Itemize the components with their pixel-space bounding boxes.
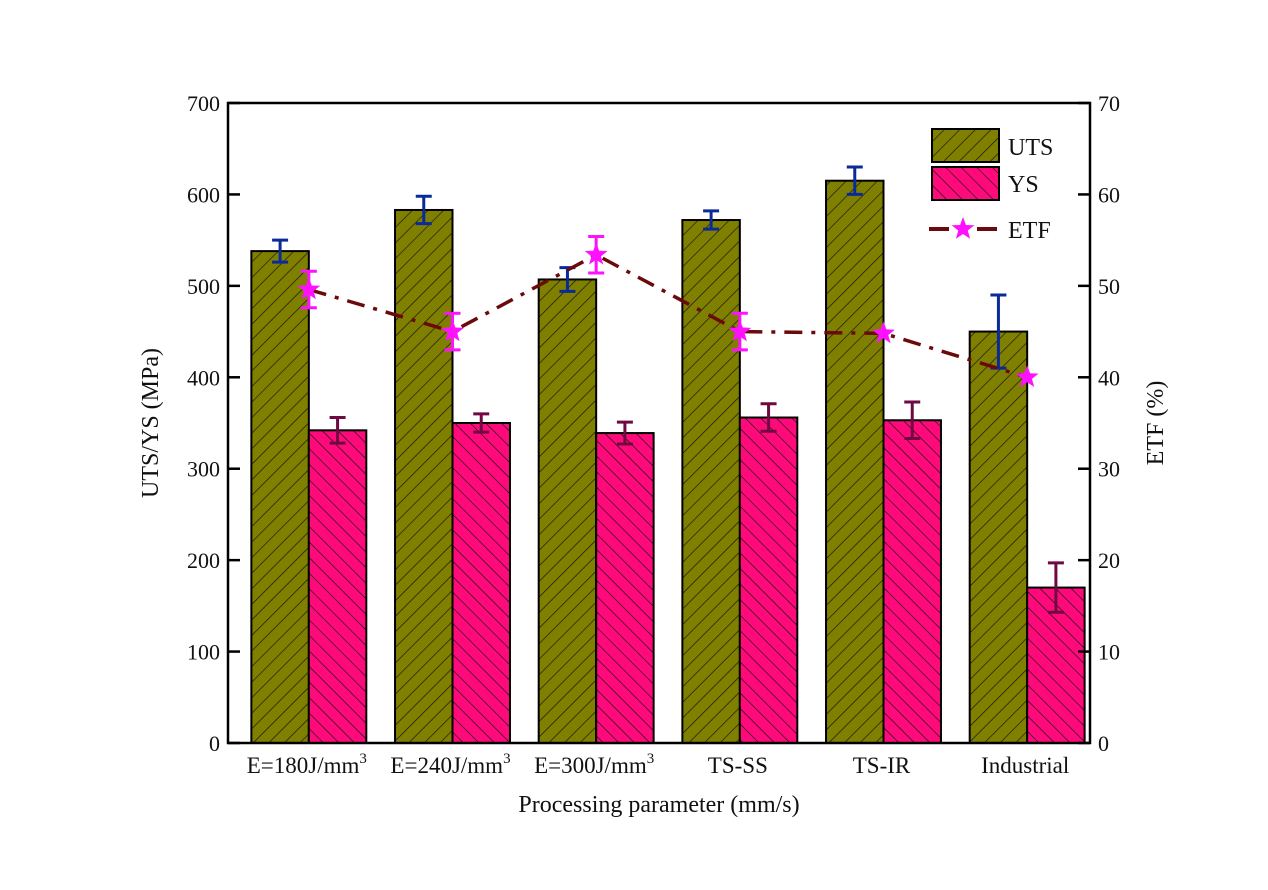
bar-ys-1: [451, 422, 511, 744]
etf-point-3: [728, 319, 752, 342]
bar-uts-0: [250, 250, 310, 744]
error-bar-uts-4: [846, 165, 863, 196]
legend-label-etf: ETF: [1008, 218, 1051, 244]
x-tick-label: E=240J/mm3: [390, 751, 510, 778]
right-tick-label: 10: [1098, 640, 1120, 665]
etf-point-2: [584, 242, 608, 265]
left-tick-label: 100: [187, 640, 220, 665]
right-axis: 0 10 20 30 40 50 60 70: [1078, 91, 1120, 756]
error-bar-ys-5: [1047, 561, 1064, 614]
y-axis-title: UTS/YS (MPa): [138, 348, 164, 498]
error-bar-ys-1: [473, 412, 490, 434]
x-tick-label: Industrial: [981, 753, 1069, 778]
plot-frame: [226, 101, 1092, 745]
error-bar-uts-0: [272, 238, 289, 264]
error-bar-ys-4: [904, 400, 921, 441]
left-tick-label: 0: [209, 731, 220, 756]
bar-ys-4: [882, 419, 942, 744]
error-bars-layer: [272, 165, 1064, 614]
etf-point-0: [297, 277, 321, 300]
legend-swatch-ys: [931, 166, 1000, 201]
right-tick-label: 40: [1098, 365, 1120, 390]
bar-uts-4: [825, 179, 885, 744]
bar-uts-2: [537, 278, 598, 744]
x-tick-label: TS-IR: [853, 753, 911, 778]
legend-swatch-uts: [931, 128, 1000, 163]
x-axis-title: Processing parameter (mm/s): [518, 792, 799, 818]
bar-uts-3: [681, 219, 741, 744]
x-axis-category-labels: E=180J/mm3 E=240J/mm3 E=300J/mm3 TS-SS TS-IR…: [247, 751, 1069, 778]
left-tick-label: 600: [187, 182, 220, 207]
left-axis: 0 100 200 300 400 500 600 700: [187, 91, 240, 756]
right-tick-label: 50: [1098, 274, 1120, 299]
error-bar-ys-3: [760, 402, 777, 433]
legend-star-icon: [951, 217, 975, 239]
bar-ys-3: [738, 416, 799, 744]
y2-axis-title: ETF (%): [1143, 381, 1169, 466]
bar-uts-5: [968, 330, 1029, 744]
legend-item-uts[interactable]: UTS: [931, 128, 1053, 163]
bars-layer: [250, 179, 1086, 744]
x-tick-label: E=180J/mm3: [247, 751, 367, 778]
right-tick-label: 0: [1098, 731, 1109, 756]
left-tick-label: 400: [187, 365, 220, 390]
etf-line-layer: [297, 234, 1039, 387]
legend-item-etf[interactable]: ETF: [929, 217, 1051, 244]
right-tick-label: 60: [1098, 182, 1120, 207]
right-tick-label: 30: [1098, 457, 1120, 482]
legend-label-ys: YS: [1008, 172, 1039, 198]
legend: UTS YS ETF: [929, 128, 1053, 244]
etf-point-5: [1015, 365, 1039, 387]
etf-point-1: [441, 319, 464, 342]
etf-point-4: [872, 321, 895, 344]
error-bar-ys-0: [329, 416, 346, 445]
error-bar-uts-1: [415, 194, 432, 226]
bar-ys-2: [595, 432, 655, 744]
right-tick-label: 20: [1098, 548, 1120, 573]
bar-uts-1: [394, 208, 454, 744]
bar-ys-0: [307, 429, 368, 744]
left-tick-label: 500: [187, 274, 220, 299]
left-tick-label: 200: [187, 548, 220, 573]
error-bar-uts-3: [703, 209, 720, 231]
legend-item-ys[interactable]: YS: [931, 166, 1039, 201]
left-tick-label: 300: [187, 457, 220, 482]
error-bar-ys-2: [616, 420, 633, 446]
legend-label-uts: UTS: [1008, 135, 1053, 161]
etf-line: [308, 252, 1028, 379]
x-tick-label: E=300J/mm3: [534, 751, 654, 778]
left-tick-label: 700: [187, 91, 220, 116]
x-tick-label: TS-SS: [708, 753, 768, 778]
right-tick-label: 70: [1098, 91, 1120, 116]
